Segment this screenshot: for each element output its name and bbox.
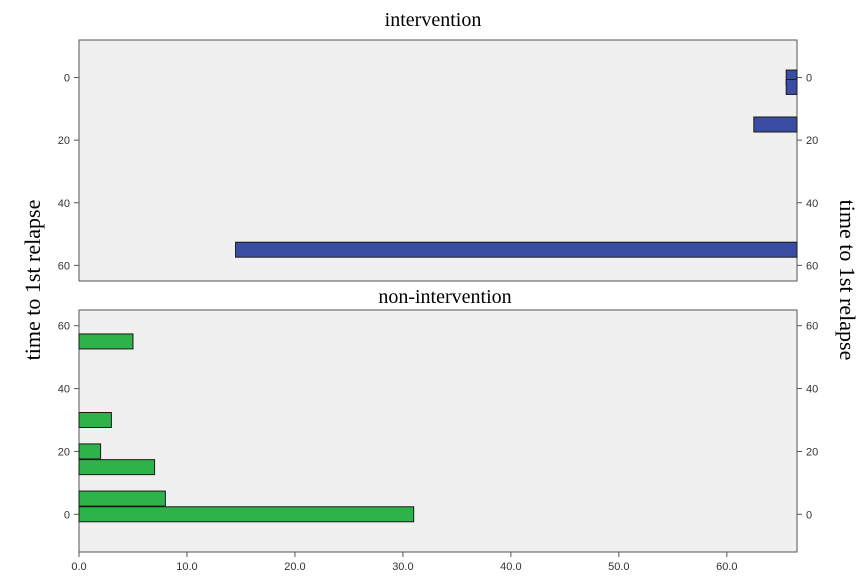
- bottom-right-tick-label: 20: [806, 446, 818, 458]
- bottom-bar: [78, 506, 415, 523]
- x-axis: 0.0 10.0 20.0 30.0 40.0 50.0 60.0: [71, 552, 738, 573]
- bottom-bar: [78, 490, 166, 507]
- top-left-tick-label: 20: [58, 135, 70, 147]
- top-bar: [235, 241, 798, 258]
- top-bar: [785, 78, 798, 95]
- y-axis-title-right: time to 1st relapse: [835, 200, 860, 361]
- top-panel-title: intervention: [385, 9, 482, 31]
- bottom-bar: [78, 412, 112, 428]
- top-bar: [753, 116, 798, 133]
- x-tick-label: 10.0: [176, 561, 197, 573]
- top-right-tick-label: 60: [806, 260, 818, 272]
- bottom-left-tick-label: 0: [64, 509, 70, 521]
- x-tick-label: 60.0: [716, 561, 737, 573]
- bottom-left-tick-label: 20: [58, 446, 70, 458]
- bottom-left-tick-label: 40: [58, 384, 70, 396]
- bottom-bar: [78, 333, 134, 350]
- bottom-right-tick-label: 60: [806, 321, 818, 333]
- bottom-panel-title: non-intervention: [378, 286, 511, 308]
- x-tick-label: 20.0: [284, 561, 305, 573]
- top-left-tick-label: 40: [58, 198, 70, 210]
- bottom-left-tick-label: 60: [58, 321, 70, 333]
- x-tick-label: 50.0: [608, 561, 629, 573]
- top-panel: 0 0 20 20 40 40 60 60: [58, 69, 818, 272]
- x-tick-label: 30.0: [392, 561, 413, 573]
- bottom-panel: 0 0 20 20 40 40 60 60: [58, 321, 818, 523]
- bottom-right-tick-label: 40: [806, 384, 818, 396]
- bottom-right-tick-label: 0: [806, 509, 812, 521]
- x-tick-label: 40.0: [500, 561, 521, 573]
- bottom-bar: [78, 443, 102, 460]
- y-axis-title-left: time to 1st relapse: [20, 200, 45, 361]
- top-right-tick-label: 40: [806, 198, 818, 210]
- top-panel-background: [78, 39, 798, 282]
- bottom-bar: [78, 459, 156, 476]
- top-left-tick-label: 0: [64, 73, 70, 85]
- top-left-tick-label: 60: [58, 260, 70, 272]
- top-right-tick-label: 20: [806, 135, 818, 147]
- x-tick-label: 0.0: [71, 561, 86, 573]
- top-right-tick-label: 0: [806, 73, 812, 85]
